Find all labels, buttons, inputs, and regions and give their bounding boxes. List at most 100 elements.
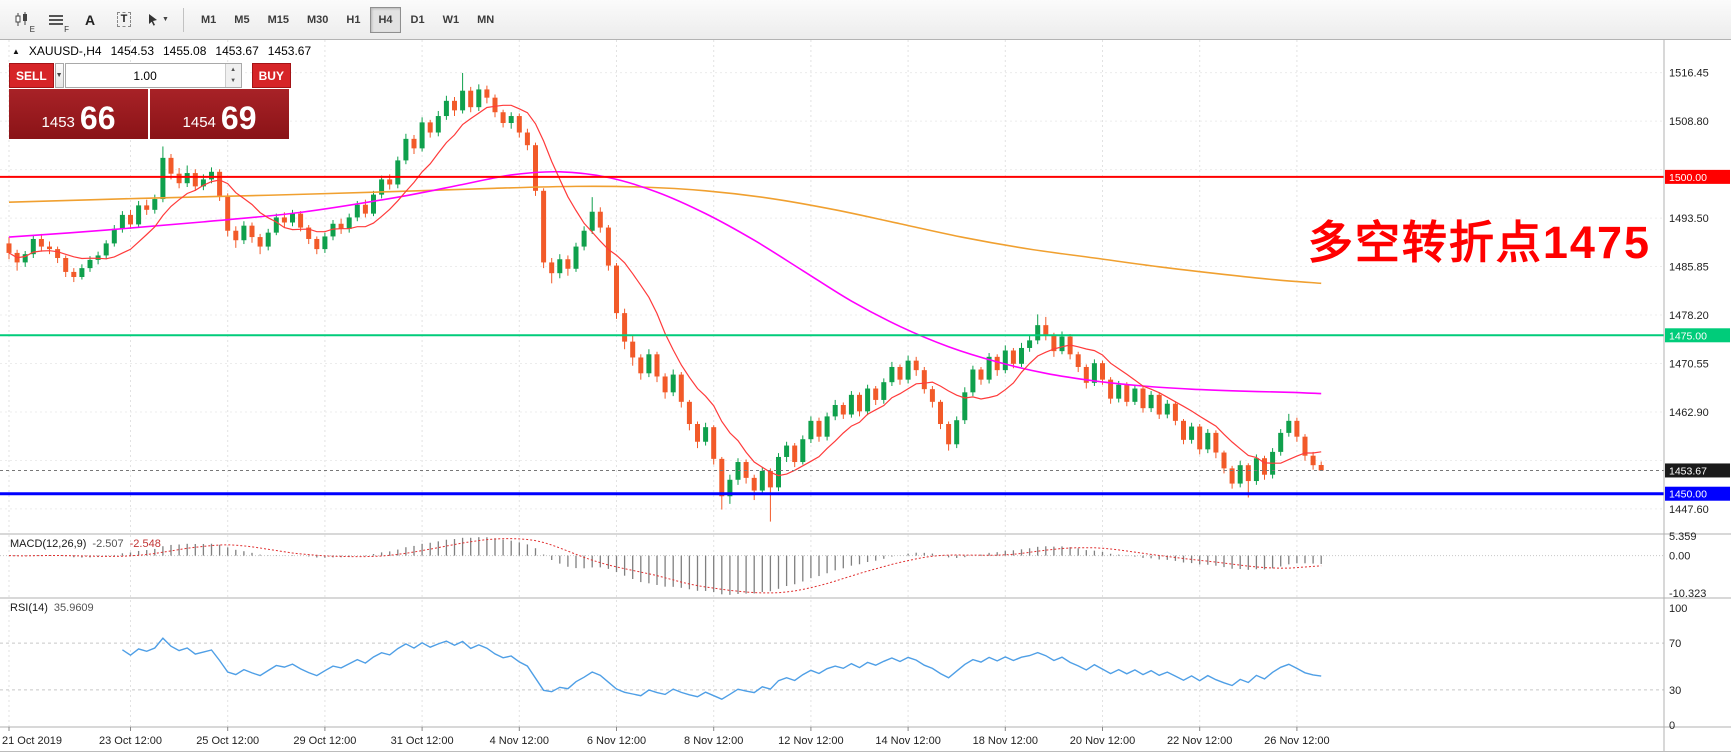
- bar-close: 1453.67: [267, 44, 312, 58]
- svg-text:23 Oct 12:00: 23 Oct 12:00: [99, 735, 162, 747]
- text-label-tool-icon[interactable]: A: [74, 5, 106, 35]
- svg-text:30: 30: [1669, 685, 1681, 697]
- ma-medium-line: [8, 170, 1322, 395]
- svg-text:0: 0: [1669, 720, 1675, 732]
- timeframe-m5[interactable]: M5: [226, 7, 257, 33]
- chart-header-info: ▲ XAUUSD-,H4 1454.53 1455.08 1453.67 145…: [12, 44, 311, 58]
- svg-text:21 Oct 2019: 21 Oct 2019: [2, 735, 62, 747]
- ma-fast-line: [8, 104, 1322, 477]
- svg-text:6 Nov 12:00: 6 Nov 12:00: [587, 735, 646, 747]
- chart-annotation-text: 多空转折点1475: [1307, 217, 1651, 268]
- tick-direction-icon: ▲: [12, 46, 20, 56]
- candlestick-chart-icon[interactable]: E: [6, 5, 38, 35]
- svg-text:4 Nov 12:00: 4 Nov 12:00: [490, 735, 549, 747]
- timeframe-m1[interactable]: M1: [193, 7, 224, 33]
- svg-text:1493.50: 1493.50: [1669, 213, 1709, 225]
- trade-panel-quotes: 1453 66 1454 69: [9, 89, 289, 139]
- level-lines: [0, 175, 1664, 496]
- trade-panel-controls: SELL ▼ ▲ ▼ BUY: [9, 63, 291, 88]
- buy-price: 1454: [182, 114, 216, 131]
- timeframe-mn[interactable]: MN: [469, 7, 502, 33]
- chevron-down-icon: ▼: [162, 16, 169, 23]
- indicators-list-icon[interactable]: F: [40, 5, 72, 35]
- icon-badge: F: [64, 24, 69, 34]
- frame-layer: [0, 40, 1731, 751]
- svg-text:1485.85: 1485.85: [1669, 262, 1709, 274]
- sell-price: 1453: [41, 114, 75, 131]
- svg-text:12 Nov 12:00: 12 Nov 12:00: [778, 735, 843, 747]
- svg-text:100: 100: [1669, 603, 1687, 615]
- spin-down-button[interactable]: ▼: [225, 75, 241, 87]
- svg-text:26 Nov 12:00: 26 Nov 12:00: [1264, 735, 1329, 747]
- svg-text:1462.90: 1462.90: [1669, 407, 1709, 419]
- rsi-value: 35.9609: [53, 602, 94, 614]
- timeframe-m15[interactable]: M15: [260, 7, 297, 33]
- sell-quote[interactable]: 1453 66: [9, 89, 148, 139]
- svg-text:25 Oct 12:00: 25 Oct 12:00: [196, 735, 259, 747]
- chevron-down-icon: ▼: [55, 72, 63, 79]
- svg-text:-10.323: -10.323: [1669, 588, 1706, 600]
- svg-text:20 Nov 12:00: 20 Nov 12:00: [1070, 735, 1135, 747]
- svg-text:18 Nov 12:00: 18 Nov 12:00: [973, 735, 1038, 747]
- ma-layer: [8, 104, 1322, 477]
- macd-value: -2.507: [92, 538, 124, 550]
- svg-text:0.00: 0.00: [1669, 551, 1690, 563]
- sell-price-pips: 66: [79, 100, 116, 136]
- svg-text:1470.55: 1470.55: [1669, 358, 1709, 370]
- bar-high: 1455.08: [163, 44, 207, 58]
- volume-input[interactable]: [65, 64, 225, 87]
- buy-quote[interactable]: 1454 69: [150, 89, 289, 139]
- buy-price-pips: 69: [220, 100, 257, 136]
- svg-text:22 Nov 12:00: 22 Nov 12:00: [1167, 735, 1232, 747]
- candlestick-glyph: [15, 12, 27, 26]
- svg-text:1516.45: 1516.45: [1669, 68, 1709, 80]
- list-glyph: [49, 14, 63, 25]
- toolbar-separator: [183, 7, 184, 32]
- grid-layer: [0, 40, 1664, 727]
- buy-button[interactable]: BUY: [251, 63, 291, 88]
- timeframe-w1[interactable]: W1: [435, 7, 468, 33]
- volume-spinner: ▲ ▼: [224, 64, 241, 87]
- svg-text:31 Oct 12:00: 31 Oct 12:00: [391, 735, 454, 747]
- one-click-trading-panel: SELL ▼ ▲ ▼ BUY 1453 66: [9, 63, 291, 139]
- cursor-tool-icon[interactable]: ▼: [142, 5, 174, 35]
- macd-layer: [0, 537, 1664, 595]
- svg-text:29 Oct 12:00: 29 Oct 12:00: [293, 735, 356, 747]
- letter-a-glyph: A: [84, 11, 96, 28]
- svg-text:8 Nov 12:00: 8 Nov 12:00: [684, 735, 743, 747]
- timeframe-d1[interactable]: D1: [403, 7, 433, 33]
- volume-field: ▲ ▼: [64, 63, 242, 88]
- toolbar: E F A T ▼ M1 M5 M15 M30 H1 H4 D1: [0, 0, 1731, 40]
- bar-low: 1453.67: [215, 44, 259, 58]
- rsi-layer: [0, 637, 1664, 700]
- macd-indicator-label: MACD(12,26,9) -2.507 -2.548: [10, 538, 161, 550]
- time-axis: 21 Oct 2019 23 Oct 12:00 25 Oct 12:00 29 Oc…: [2, 727, 1330, 747]
- text-box-tool-icon[interactable]: T: [108, 5, 140, 35]
- chart-canvas[interactable]: 1516.45 1508.80 1493.50 1485.85 1478.20 1470.…: [0, 40, 1731, 751]
- icon-badge: E: [29, 24, 35, 34]
- rsi-title: RSI(14): [10, 602, 48, 614]
- svg-text:5.359: 5.359: [1669, 531, 1697, 543]
- symbol-period: XAUUSD-,H4: [28, 44, 102, 58]
- timeframe-h4[interactable]: H4: [370, 6, 401, 33]
- candlestick-layer: [6, 72, 1324, 522]
- sell-button[interactable]: SELL: [9, 63, 54, 88]
- cursor-glyph: [149, 14, 158, 26]
- timeframe-h1[interactable]: H1: [338, 7, 368, 33]
- price-scale: 1516.45 1508.80 1493.50 1485.85 1478.20 1470.…: [1665, 68, 1730, 732]
- svg-text:1500.00: 1500.00: [1669, 172, 1707, 184]
- macd-title: MACD(12,26,9): [10, 538, 87, 550]
- chart-window: 1516.45 1508.80 1493.50 1485.85 1478.20 1470.…: [0, 40, 1731, 751]
- svg-text:1508.80: 1508.80: [1669, 116, 1709, 128]
- rsi-indicator-label: RSI(14) 35.9609: [10, 602, 94, 614]
- spin-up-button[interactable]: ▲: [225, 64, 241, 76]
- timeframe-m30[interactable]: M30: [299, 7, 336, 33]
- svg-text:1475.00: 1475.00: [1669, 330, 1707, 342]
- svg-text:1478.20: 1478.20: [1669, 310, 1709, 322]
- ma-slow-line: [8, 185, 1322, 285]
- order-type-dropdown[interactable]: ▼: [54, 63, 64, 88]
- svg-text:1447.60: 1447.60: [1669, 504, 1709, 516]
- svg-text:14 Nov 12:00: 14 Nov 12:00: [875, 735, 940, 747]
- letter-t-glyph: T: [116, 12, 132, 27]
